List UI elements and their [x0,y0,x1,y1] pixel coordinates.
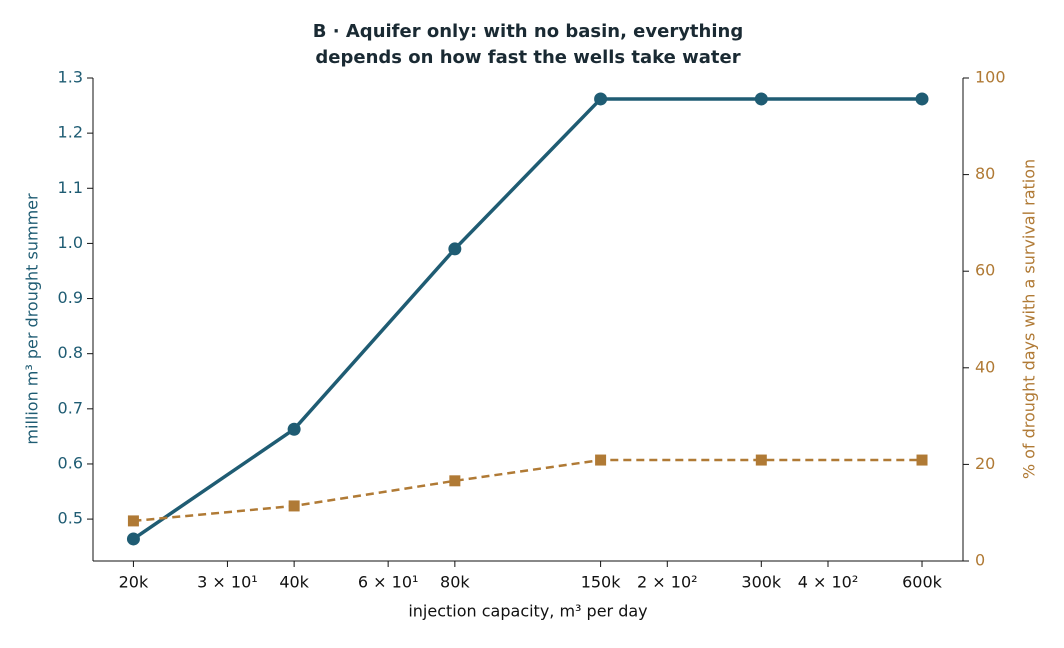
series-line [133,458,923,523]
y2-tick-label: 0 [975,551,985,570]
y2-tick-label: 60 [975,261,995,280]
y2-tick-label: 20 [975,454,995,473]
y2-tick-label: 80 [975,164,995,183]
point [126,532,140,546]
point [287,422,301,436]
chart-title: B · Aquifer only: with no basin, everyth… [313,21,743,42]
x-tick-label: 40k [279,573,309,592]
y-tick-label: 1.1 [58,178,83,197]
x-tick-label: 600k [902,573,943,592]
point [595,454,607,466]
y2-tick-label: 40 [975,357,995,376]
x-tick-label: 20k [119,573,149,592]
x-tick-label: 2 × 10² [637,573,698,592]
point [449,475,461,487]
point [288,500,300,512]
x-tick-label: 300k [741,573,782,592]
x-tick-label: 6 × 10¹ [358,573,419,592]
point [127,515,139,527]
x-tick-label: 4 × 10² [798,573,859,592]
y-tick-label: 0.8 [58,343,83,362]
y-tick-label: 0.9 [58,288,83,307]
y-tick-label: 1.2 [58,123,83,142]
point [755,454,767,466]
point [448,242,462,256]
y-axis-label: million m³ per drought summer [23,193,42,445]
series-line [132,97,923,541]
point [754,92,768,106]
x-tick-label: 80k [440,573,470,592]
y-tick-label: 1.0 [58,233,83,252]
y2-axis-label: % of drought days with a survival ration [1020,159,1039,479]
y-tick-label: 0.6 [58,453,83,472]
point [915,92,929,106]
chart-title: depends on how fast the wells take water [315,47,740,68]
point [916,454,928,466]
y2-tick-label: 100 [975,68,1006,87]
y-tick-label: 0.7 [58,398,83,417]
x-axis-label: injection capacity, m³ per day [408,602,647,621]
y-tick-label: 1.3 [58,68,83,87]
point [594,92,608,106]
y-tick-label: 0.5 [58,509,83,528]
x-tick-label: 3 × 10¹ [197,573,258,592]
x-tick-label: 150k [581,573,622,592]
